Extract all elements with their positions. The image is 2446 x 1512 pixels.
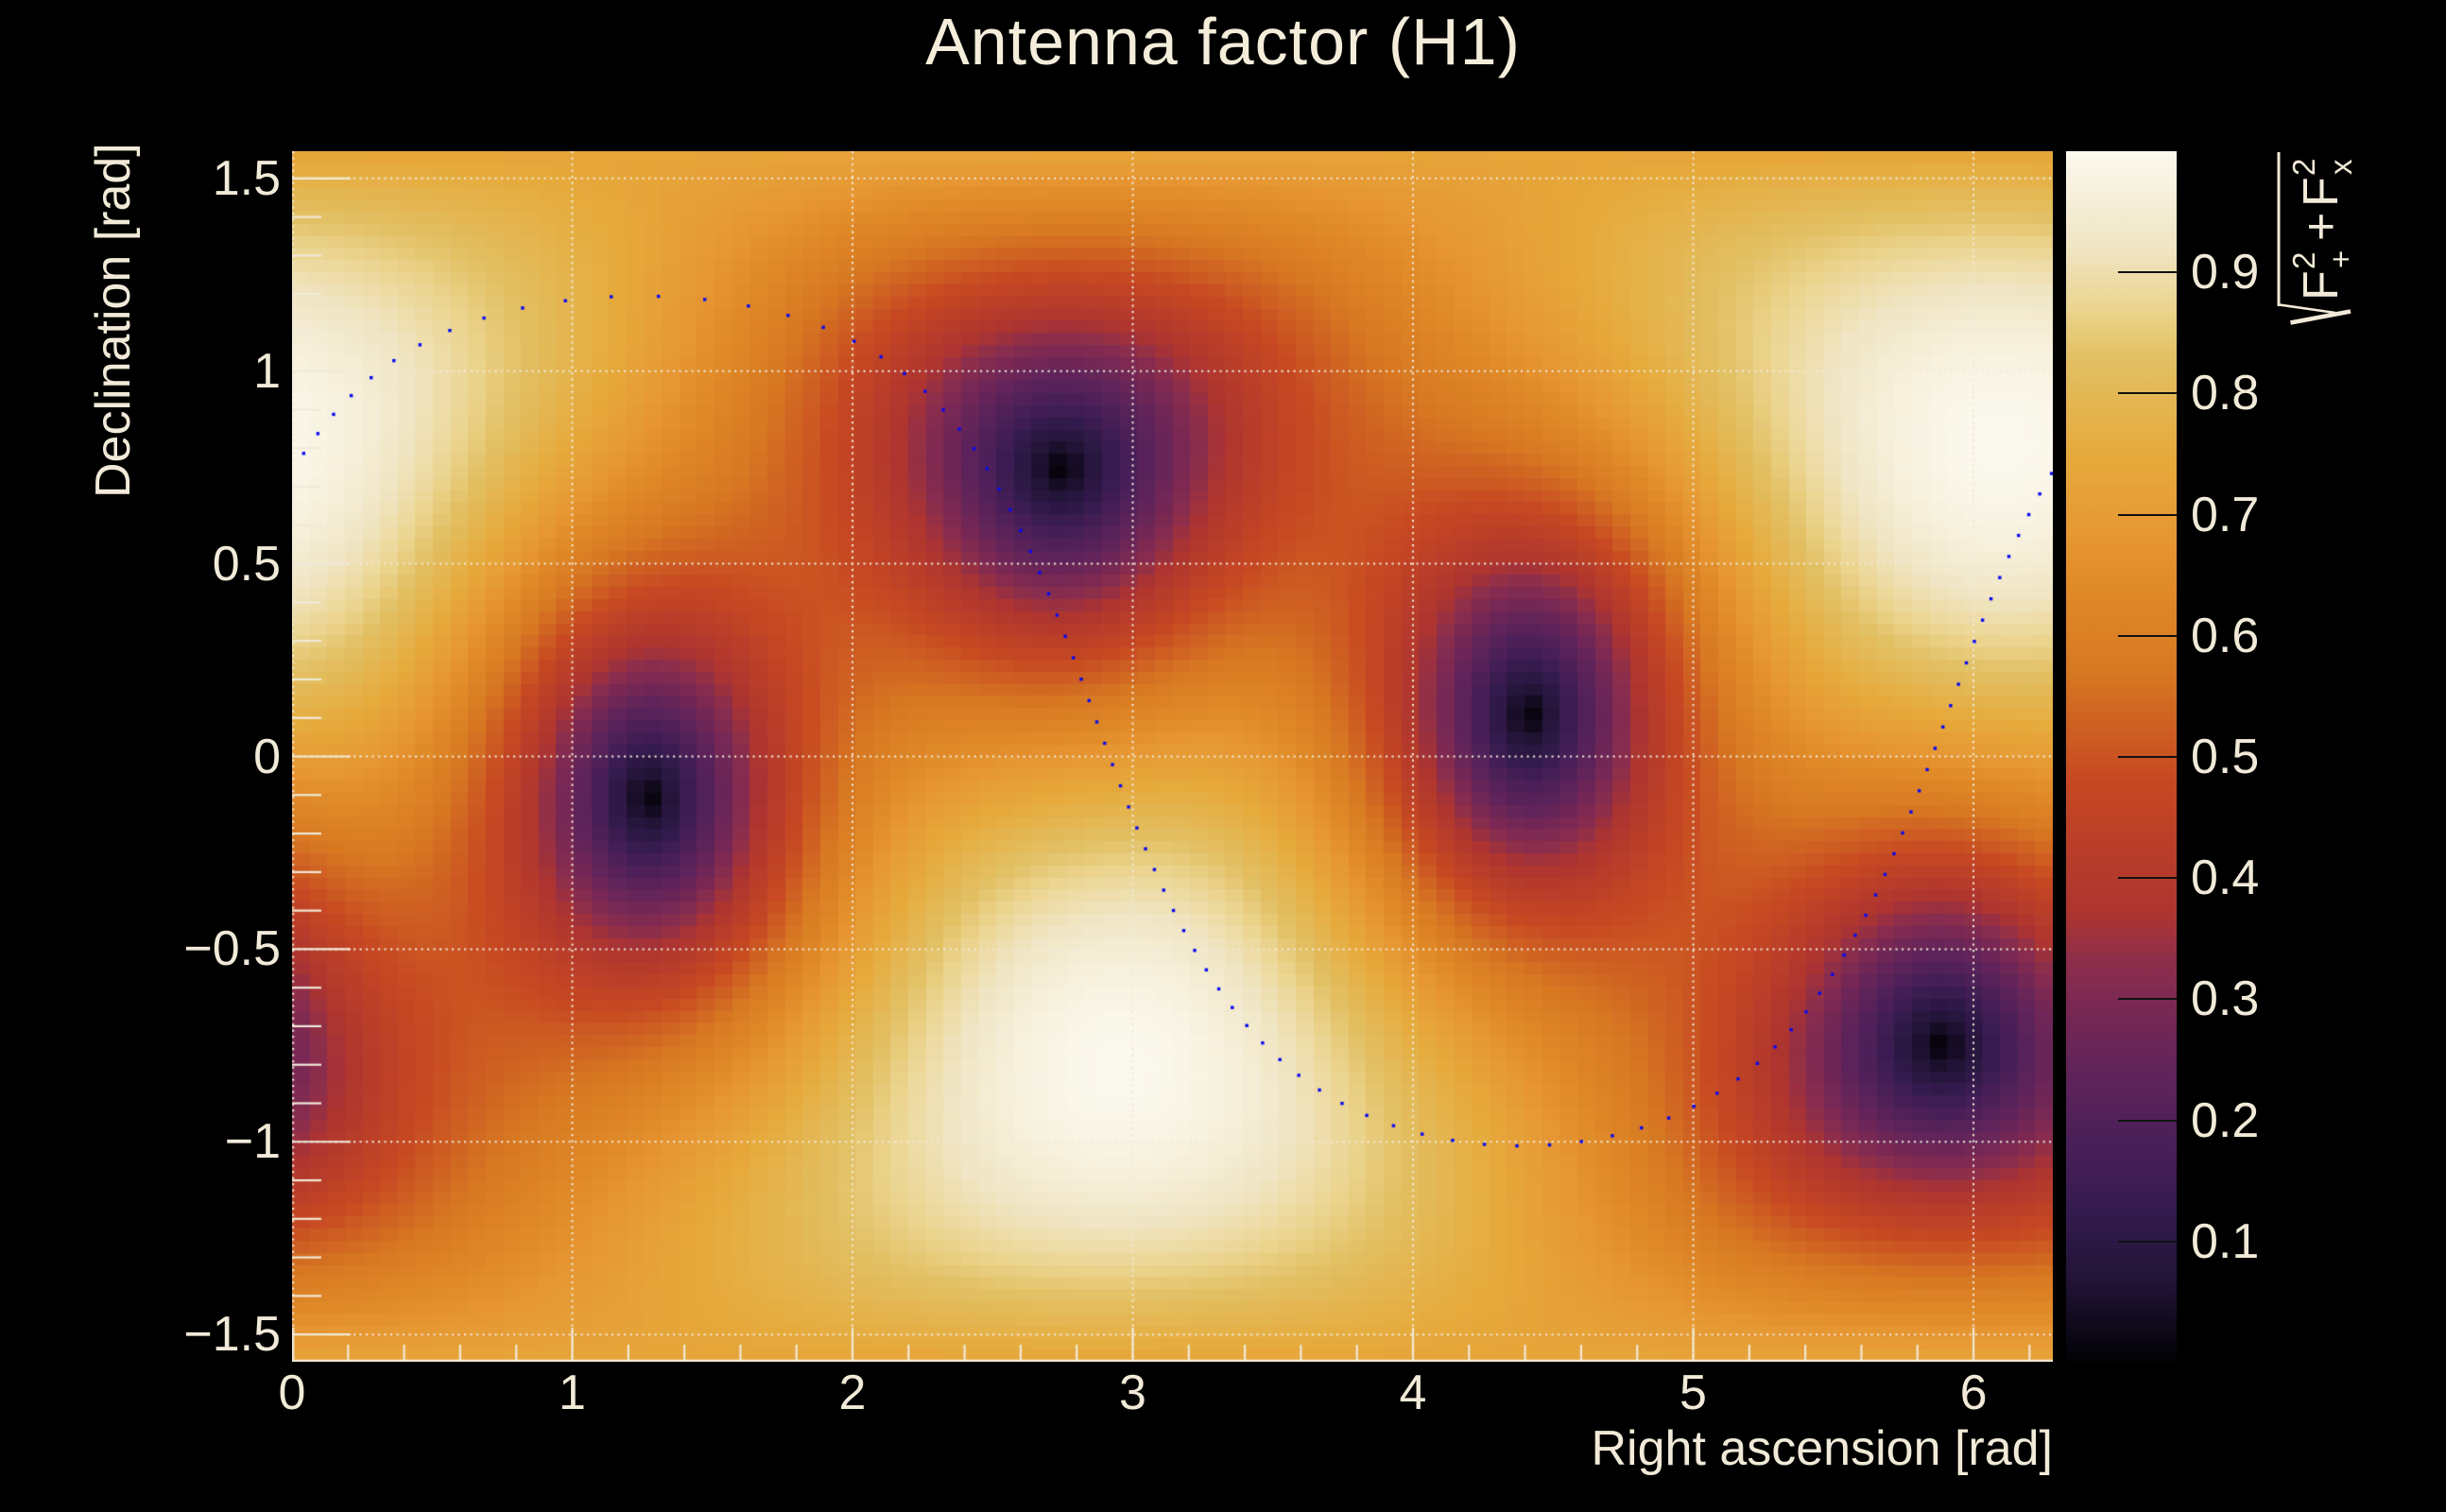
svg-text:F: F <box>2294 270 2349 301</box>
svg-text:2: 2 <box>2286 252 2321 269</box>
svg-text:2: 2 <box>2286 159 2321 176</box>
svg-text:+: + <box>2323 250 2358 268</box>
svg-text:x: x <box>2323 159 2358 175</box>
svg-text:F: F <box>2294 177 2349 207</box>
svg-text:+: + <box>2294 213 2349 241</box>
